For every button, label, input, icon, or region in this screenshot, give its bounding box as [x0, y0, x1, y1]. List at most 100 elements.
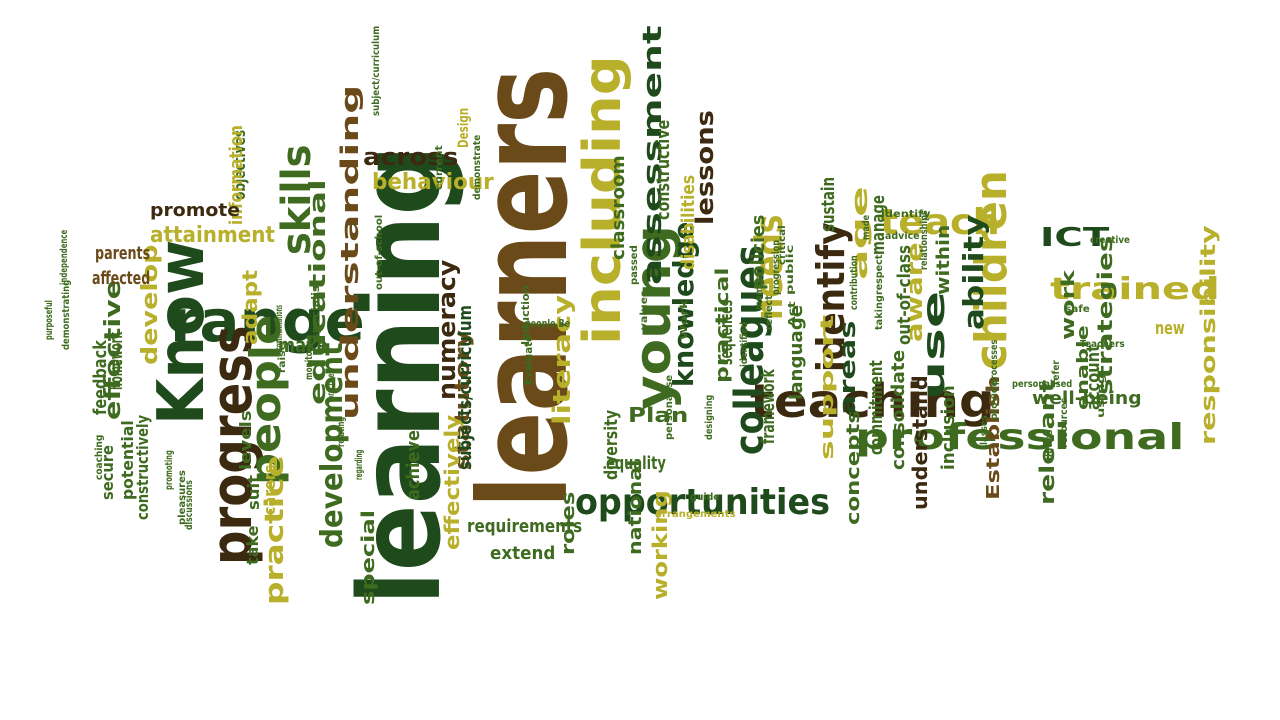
word-personalised: personalised: [1012, 379, 1073, 390]
word-attainment: attainment: [150, 223, 275, 248]
word-sustain: sustain: [818, 177, 839, 232]
word-specialist: specialist: [309, 280, 322, 340]
word-diversity: diversity: [601, 409, 622, 480]
word-classes: classes: [979, 415, 990, 450]
word-levels: levels: [236, 410, 255, 470]
word-demonstrate: demonstrate: [472, 134, 483, 200]
word-roles: roles: [558, 491, 579, 555]
word-professional: professional: [855, 417, 1185, 458]
word-demonstrating: demonstrating: [61, 279, 72, 350]
word-duties: duties: [1044, 429, 1055, 460]
word-across: across: [363, 143, 459, 171]
word-support: support: [817, 314, 838, 460]
word-relating: relating: [336, 416, 347, 447]
word-provide: provide: [989, 380, 1000, 420]
word-range: range: [170, 287, 365, 355]
word-raise: raise: [277, 343, 288, 373]
word-processes: processes: [989, 339, 1000, 385]
word-work: Work: [679, 299, 690, 340]
word-inclusion: inclusion: [938, 385, 959, 470]
word-requirements: requirements: [467, 516, 583, 537]
word-well-being: well-being: [1032, 388, 1142, 409]
word-constructive: constructive: [653, 119, 674, 220]
word-classroom: classroom: [608, 155, 629, 260]
word-concepts: concepts: [843, 410, 864, 525]
word-within: within: [933, 224, 954, 295]
word-current: current: [434, 145, 445, 190]
word-evaluate: Evaluate: [522, 335, 535, 385]
word-independence: independence: [59, 229, 70, 285]
word-act: Act: [787, 301, 798, 327]
word-framework: framework: [758, 369, 779, 444]
word-identified: identified: [739, 321, 750, 367]
word-passed: passed: [629, 245, 640, 285]
word-working: working: [648, 490, 672, 600]
word-ict: ICT: [1040, 223, 1110, 253]
word-plan: Plan: [628, 403, 689, 427]
word-areas: areas: [836, 320, 861, 415]
word-teach: teach: [880, 202, 1000, 243]
word-make: make: [278, 333, 328, 357]
word-adapt: adapt: [238, 269, 262, 345]
word-feedback: feedback: [90, 340, 111, 415]
word-reflect: reflect: [764, 295, 775, 330]
word-personalise: personalise: [664, 374, 675, 440]
word-purposeful: purposeful: [44, 300, 55, 340]
word-out-of-school: out-of-school: [374, 214, 385, 290]
word-special: special: [358, 510, 379, 605]
word-public: public: [785, 244, 796, 295]
word-understand: understand: [908, 375, 932, 510]
word-achieve: achieve: [403, 430, 424, 500]
word-sequences: sequences: [716, 299, 737, 365]
word-designing: designing: [704, 394, 715, 440]
word-identify: identify: [881, 209, 931, 220]
word-design: Design: [456, 107, 472, 148]
word-arrangements: arrangements: [655, 509, 736, 520]
word-ability: ability: [957, 214, 990, 330]
word-advice: advice: [885, 231, 920, 242]
word-constructively: constructively: [133, 414, 152, 520]
word-behaviour: behaviour: [372, 170, 494, 195]
word-affected: affected: [92, 268, 151, 289]
word-consolidate: consolidate: [888, 349, 909, 470]
word-opportunities: opportunities: [575, 482, 830, 523]
word-guide: guide: [690, 492, 720, 503]
word-creative: creative: [1090, 235, 1130, 246]
word-teachers: Teachers: [1080, 339, 1125, 350]
word-commitment: commitment: [866, 360, 887, 455]
word-people-be: people,Be: [525, 317, 571, 330]
word-regarding: regarding: [354, 449, 365, 480]
word-enable: enable: [1073, 325, 1092, 410]
word-discussions: discussions: [184, 480, 195, 530]
word-national: national: [625, 459, 646, 555]
word-equality: equality: [606, 453, 666, 474]
word-literacy: literacy: [548, 294, 576, 425]
word-values: values: [639, 290, 650, 330]
word-understanding: understanding: [336, 84, 364, 420]
word-promoting: promoting: [164, 450, 175, 490]
word-new: new: [1155, 318, 1185, 339]
word-disabilities: disabilities: [678, 174, 699, 270]
word-taking: taking: [874, 295, 885, 330]
word-contribution: contribution: [849, 255, 860, 310]
word-take: take: [243, 525, 262, 565]
word-extend: extend: [490, 543, 556, 564]
word-coaching: coaching: [94, 434, 105, 480]
word-responsibility: responsibility: [1196, 225, 1220, 445]
word-trained: trained: [1050, 272, 1220, 307]
word-carers: carers: [260, 464, 279, 515]
word-safe: safe: [1065, 304, 1090, 315]
word-practices: practices: [326, 370, 337, 400]
word-promote: promote: [150, 200, 241, 221]
word-using: using: [1096, 373, 1107, 418]
word-subject-curriculum: subject/curriculum: [371, 25, 382, 116]
word-relationships: relationships: [919, 210, 930, 270]
word-subjects-curriculum: subjects/curriculum: [455, 305, 476, 470]
word-manage: manage: [868, 195, 889, 255]
word-monitoring: monitoring: [304, 334, 315, 380]
word-refer: refer: [1051, 360, 1062, 385]
word-resources: resources: [1059, 397, 1070, 448]
word-out-of-class: out-of-class: [894, 244, 915, 345]
word-respect: respect: [874, 254, 885, 295]
